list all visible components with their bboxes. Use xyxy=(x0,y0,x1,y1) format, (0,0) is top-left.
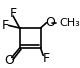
Text: F: F xyxy=(42,52,49,65)
Text: O: O xyxy=(4,54,14,67)
Text: O: O xyxy=(45,16,55,29)
Text: F: F xyxy=(10,7,17,20)
Text: F: F xyxy=(2,19,9,32)
Text: CH₃: CH₃ xyxy=(59,18,80,28)
